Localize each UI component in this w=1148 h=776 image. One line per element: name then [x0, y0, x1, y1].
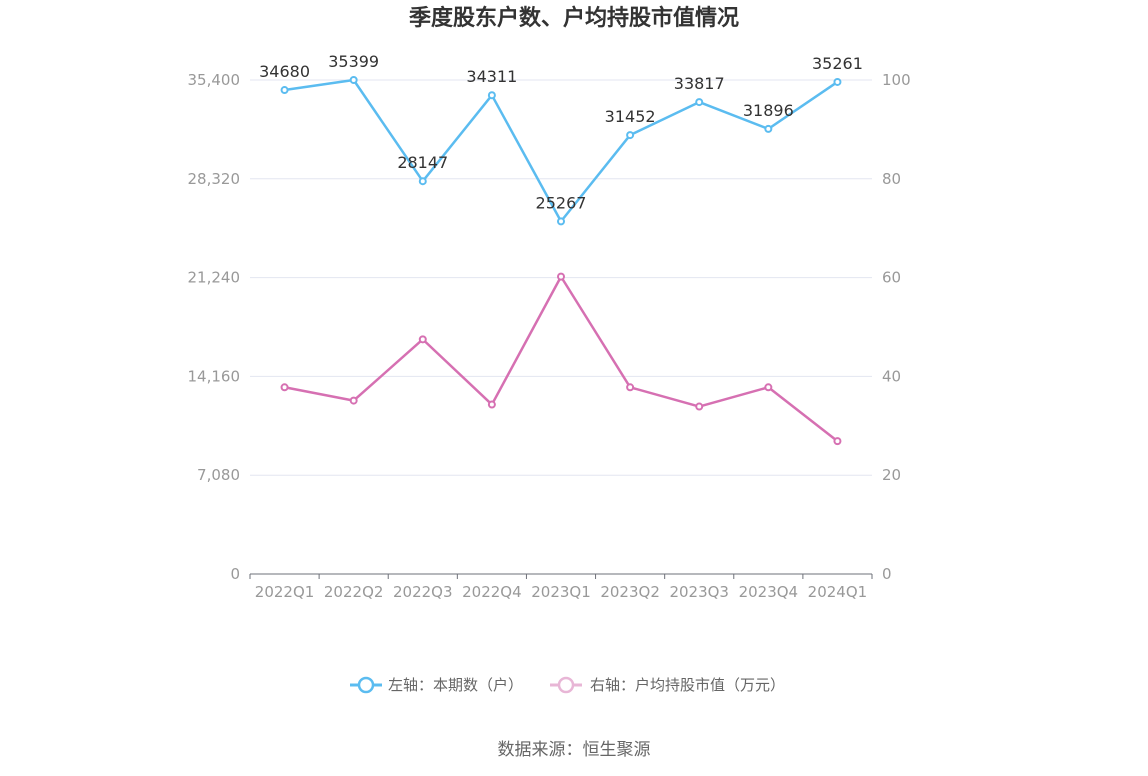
chart-title: 季度股东户数、户均持股市值情况: [409, 5, 739, 31]
data-point-2[interactable]: [833, 437, 842, 446]
data-points: [280, 76, 842, 446]
x-axis-tick-label: 2024Q1: [808, 583, 868, 601]
legend-marker: [557, 676, 575, 694]
x-axis-tick-label: 2023Q3: [669, 583, 729, 601]
left-axis-tick-label: 35,400: [188, 71, 241, 89]
data-label: 35261: [812, 54, 863, 73]
series-lines: [284, 78, 839, 443]
data-point-1[interactable]: [764, 124, 773, 133]
data-point-2[interactable]: [695, 402, 704, 411]
left-axis-tick-label: 7,080: [197, 466, 240, 484]
legend-item-1[interactable]: 左轴：本期数（户）: [350, 676, 523, 694]
left-axis-tick-label: 28,320: [188, 170, 241, 188]
series-line-2: [284, 275, 839, 443]
data-point-1[interactable]: [626, 131, 635, 140]
legend-label: 右轴：户均持股市值（万元）: [590, 676, 785, 694]
data-label: 34680: [259, 62, 310, 81]
x-axis-tick-label: 2023Q1: [531, 583, 591, 601]
data-point-2[interactable]: [557, 272, 565, 281]
right-axis-tick-label: 100: [882, 71, 911, 89]
x-axis-tick-label: 2022Q2: [324, 583, 384, 601]
legend-item-2[interactable]: 右轴：户均持股市值（万元）: [550, 676, 785, 694]
legend-label: 左轴：本期数（户）: [388, 676, 523, 694]
right-axis-tick-label: 80: [882, 170, 901, 188]
x-axis-tick-label: 2023Q2: [600, 583, 660, 601]
data-point-2[interactable]: [349, 396, 358, 405]
data-label: 31896: [743, 101, 794, 120]
x-axis-tick-label: 2022Q3: [393, 583, 453, 601]
data-label: 31452: [605, 107, 656, 126]
data-point-2[interactable]: [487, 400, 496, 409]
data-point-1[interactable]: [695, 98, 704, 107]
legend[interactable]: 左轴：本期数（户） 右轴：户均持股市值（万元）: [350, 676, 785, 694]
right-axis-tick-label: 40: [882, 367, 901, 385]
data-point-2[interactable]: [280, 383, 289, 392]
left-axis-tick-label: 21,240: [188, 269, 241, 287]
left-axis-tick-label: 0: [230, 565, 240, 583]
right-axis-tick-label: 0: [882, 565, 892, 583]
data-label: 25267: [536, 193, 587, 212]
data-point-2[interactable]: [626, 383, 635, 392]
data-point-1[interactable]: [349, 76, 358, 85]
axes: 0 0 7,080 20 14,160 40 21,240 60 28,320 80 35,400 1…: [188, 71, 911, 601]
legend-marker: [357, 676, 375, 694]
data-label: 28147: [397, 153, 448, 172]
data-point-1[interactable]: [418, 177, 427, 186]
data-point-1[interactable]: [280, 86, 289, 95]
data-label: 35399: [328, 52, 379, 71]
data-point-1[interactable]: [487, 91, 496, 100]
x-axis-tick-label: 2022Q4: [462, 583, 522, 601]
x-axis-tick-label: 2022Q1: [255, 583, 315, 601]
data-point-2[interactable]: [764, 383, 773, 392]
data-labels: 34680 35399 28147 34311 25267 31452 33817 31896…: [259, 52, 863, 212]
data-point-2[interactable]: [418, 335, 427, 344]
source-note: 数据来源：恒生聚源: [498, 740, 651, 760]
x-axis-tick-label: 2023Q4: [739, 583, 799, 601]
data-label: 34311: [466, 67, 517, 86]
right-axis-tick-label: 60: [882, 269, 901, 287]
data-point-1[interactable]: [833, 77, 842, 86]
data-point-1[interactable]: [557, 217, 565, 226]
right-axis-tick-label: 20: [882, 466, 901, 484]
data-label: 33817: [674, 74, 725, 93]
left-axis-tick-label: 14,160: [188, 367, 241, 385]
